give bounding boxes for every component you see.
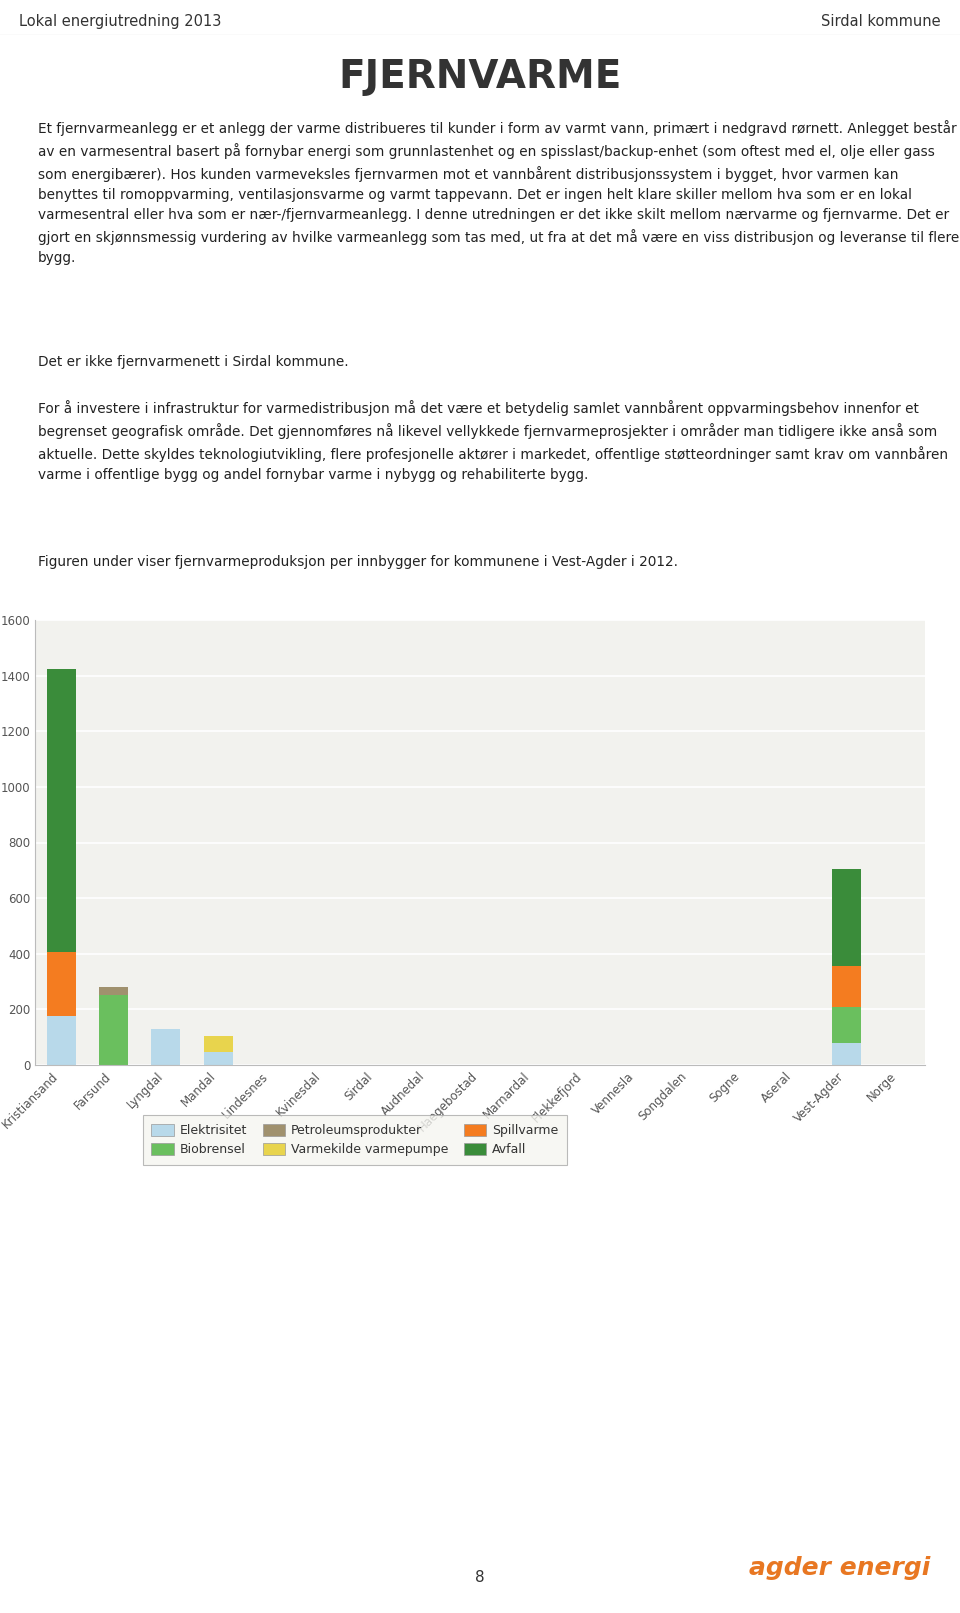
Text: Det er ikke fjernvarmenett i Sirdal kommune.: Det er ikke fjernvarmenett i Sirdal komm… <box>38 355 348 369</box>
Bar <box>47 952 76 1016</box>
Bar <box>47 669 76 952</box>
Bar <box>152 1029 180 1065</box>
Text: 8: 8 <box>475 1569 485 1586</box>
Bar <box>832 1042 861 1065</box>
Bar <box>832 1007 861 1042</box>
Text: For å investere i infrastruktur for varmedistribusjon må det være et betydelig s: For å investere i infrastruktur for varm… <box>38 400 948 482</box>
Text: Et fjernvarmeanlegg er et anlegg der varme distribueres til kunder i form av var: Et fjernvarmeanlegg er et anlegg der var… <box>38 119 959 265</box>
Bar <box>832 869 861 966</box>
Bar <box>832 966 861 1007</box>
Bar <box>204 1053 232 1065</box>
Text: agder energi: agder energi <box>749 1555 930 1579</box>
Text: Lokal energiutredning 2013: Lokal energiutredning 2013 <box>19 15 222 29</box>
Bar <box>47 1016 76 1065</box>
Text: Figuren under viser fjernvarmeproduksjon per innbygger for kommunene i Vest-Agde: Figuren under viser fjernvarmeproduksjon… <box>38 555 678 569</box>
Text: FJERNVARME: FJERNVARME <box>338 58 622 97</box>
Bar <box>99 995 128 1065</box>
Bar <box>204 1036 232 1053</box>
Text: Sirdal kommune: Sirdal kommune <box>821 15 941 29</box>
Legend: Elektrisitet, Biobrensel, Petroleumsprodukter, Varmekilde varmepumpe, Spillvarme: Elektrisitet, Biobrensel, Petroleumsprod… <box>143 1115 567 1165</box>
Bar <box>99 987 128 995</box>
